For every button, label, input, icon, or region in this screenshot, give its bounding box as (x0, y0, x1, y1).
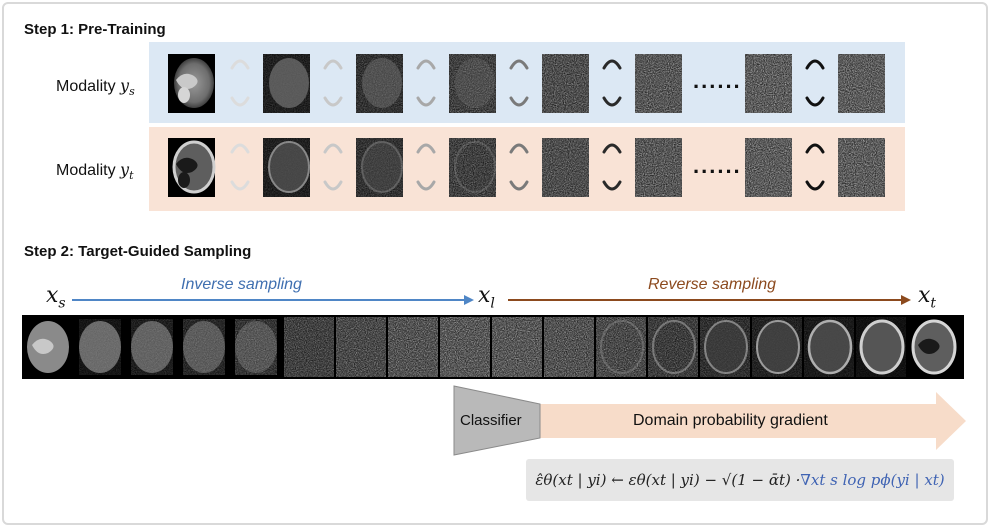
target-noisy-image (449, 138, 496, 197)
modality-sub: s (129, 85, 135, 99)
reverse-sampling-label: Reverse sampling (648, 276, 777, 293)
reverse-sampling-arrow (508, 295, 911, 305)
xt-label: xt (918, 283, 936, 311)
classifier-label: Classifier (460, 412, 522, 429)
inverse-sampling-arrow (72, 295, 474, 305)
xt-var: x (918, 283, 931, 308)
modality-source-label: Modality ys (56, 76, 135, 98)
diffusion-step-arrow (602, 59, 622, 191)
source-noisy-image (635, 54, 682, 113)
source-row-images (168, 54, 885, 197)
sequence-frame (804, 317, 854, 377)
modality-var: y (120, 160, 130, 179)
sequence-frame (700, 317, 750, 377)
inverse-sampling-label: Inverse sampling (181, 276, 302, 293)
source-noisy-image (449, 54, 496, 113)
xt-sub: t (930, 295, 937, 312)
sequence-frame (440, 317, 490, 377)
domain-gradient-arrow (540, 392, 966, 450)
source-noisy-image (356, 54, 403, 113)
xl-sub: l (490, 295, 495, 312)
xs-label: xs (46, 283, 66, 311)
sequence-frame (911, 319, 957, 375)
sequence-frame (183, 319, 225, 375)
step1-title: Step 1: Pre-Training (24, 21, 166, 38)
source-noisy-image (542, 54, 589, 113)
target-noisy-image (838, 138, 885, 197)
target-noisy-image (745, 138, 792, 197)
xs-var: x (46, 283, 59, 308)
formula-gradient-term: ∇xt s log pϕ(yi | xt) (800, 471, 945, 489)
sequence-frame (544, 317, 594, 377)
modality-prefix: Modality (56, 78, 116, 95)
sequence-frame (596, 317, 646, 377)
classifier-shape (453, 385, 541, 456)
ellipsis: ...... (693, 153, 742, 178)
sequence-frame (131, 319, 173, 375)
source-clean-image (168, 54, 215, 113)
modality-var: y (120, 76, 130, 95)
target-noisy-image (356, 138, 403, 197)
sequence-frame (752, 317, 802, 377)
target-noisy-image (635, 138, 682, 197)
sampling-sequence-frames (27, 317, 957, 377)
diffusion-step-arrow (509, 59, 529, 191)
target-noisy-image (263, 138, 310, 197)
target-clean-image (168, 138, 216, 197)
sequence-frame (492, 317, 542, 377)
sequence-frame (235, 319, 277, 375)
diffusion-step-arrow (416, 59, 436, 191)
ellipsis: ...... (693, 68, 742, 93)
step2-title: Step 2: Target-Guided Sampling (24, 243, 252, 260)
sequence-frame (648, 317, 698, 377)
sequence-frame (284, 317, 334, 377)
diffusion-step-arrow (323, 59, 343, 191)
update-formula: ε̂θ(xt | yi) ← εθ(xt | yi) − √(1 − ᾱt) ·… (526, 459, 954, 501)
domain-gradient-label: Domain probability gradient (633, 412, 828, 429)
xl-label: xl (478, 283, 495, 311)
source-noisy-image (745, 54, 792, 113)
diffusion-step-arrow (230, 59, 250, 191)
sequence-frame (856, 317, 906, 377)
modality-target-label: Modality yt (56, 160, 134, 182)
sequence-frame (388, 317, 438, 377)
xl-var: x (478, 283, 491, 308)
source-noisy-image (838, 54, 885, 113)
sequence-frame (336, 317, 386, 377)
sequence-frame (27, 321, 69, 373)
modality-sub: t (129, 169, 134, 183)
sequence-frame (79, 319, 121, 375)
source-noisy-image (263, 54, 310, 113)
diffusion-step-arrow (805, 59, 825, 191)
modality-prefix: Modality (56, 162, 116, 179)
xs-sub: s (58, 295, 66, 312)
formula-lhs: ε̂θ(xt | yi) ← εθ(xt | yi) − √(1 − ᾱt) · (535, 471, 801, 489)
target-noisy-image (542, 138, 589, 197)
formula-box: ε̂θ(xt | yi) ← εθ(xt | yi) − √(1 − ᾱt) ·… (526, 459, 954, 501)
